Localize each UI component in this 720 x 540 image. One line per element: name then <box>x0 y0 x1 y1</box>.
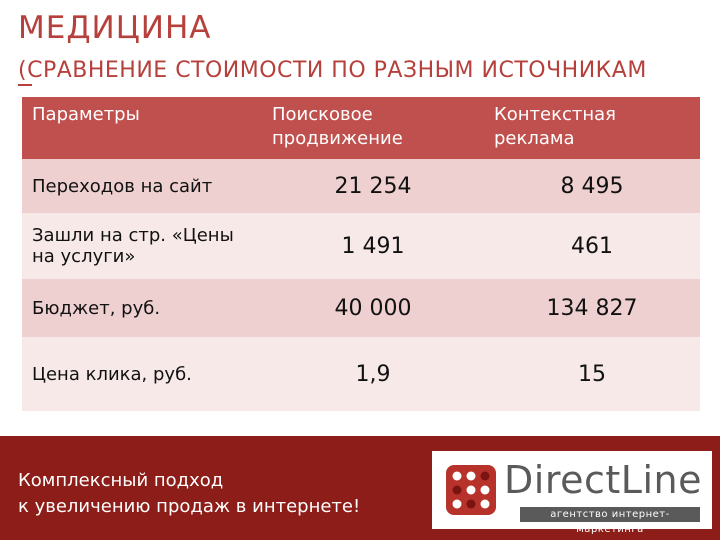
row-search-value: 21 254 <box>262 159 484 213</box>
table-row: Переходов на сайт 21 254 8 495 <box>22 159 700 213</box>
row-context-value: 8 495 <box>484 159 700 213</box>
table-row: Бюджет, руб. 40 000 134 827 <box>22 279 700 337</box>
logo-name: DirectLine <box>504 458 702 502</box>
row-param: Бюджет, руб. <box>22 279 262 337</box>
directline-logo: DirectLine агентство интернет-маркетинга <box>432 451 712 535</box>
tagline-line-1: Комплексный подход <box>18 470 224 491</box>
row-search-value: 40 000 <box>262 279 484 337</box>
table-row: Цена клика, руб. 1,9 15 <box>22 337 700 411</box>
header-context: Контекстная реклама <box>484 97 700 159</box>
subtitle-dash <box>18 84 32 86</box>
row-param: Зашли на стр. «Цены на услуги» <box>22 213 262 279</box>
table-row: Зашли на стр. «Цены на услуги» 1 491 461 <box>22 213 700 279</box>
row-context-value: 134 827 <box>484 279 700 337</box>
logo-dots-icon <box>446 465 496 515</box>
comparison-table: Параметры Поисковое продвижение Контекст… <box>22 97 700 411</box>
row-param: Цена клика, руб. <box>22 337 262 411</box>
header-search: Поисковое продвижение <box>262 97 484 159</box>
slide-subtitle: (СРАВНЕНИЕ СТОИМОСТИ ПО РАЗНЫМ ИСТОЧНИКА… <box>18 58 647 83</box>
row-search-value: 1 491 <box>262 213 484 279</box>
logo-subtitle: агентство интернет-маркетинга <box>520 507 700 535</box>
row-context-value: 461 <box>484 213 700 279</box>
row-param: Переходов на сайт <box>22 159 262 213</box>
header-params: Параметры <box>22 97 262 159</box>
table-header-row: Параметры Поисковое продвижение Контекст… <box>22 97 700 159</box>
slide-title: МЕДИЦИНА <box>18 10 212 46</box>
footer-tagline: Комплексный подход к увеличению продаж в… <box>18 468 360 520</box>
tagline-line-2: к увеличению продаж в интернете! <box>18 496 361 517</box>
row-context-value: 15 <box>484 337 700 411</box>
row-search-value: 1,9 <box>262 337 484 411</box>
